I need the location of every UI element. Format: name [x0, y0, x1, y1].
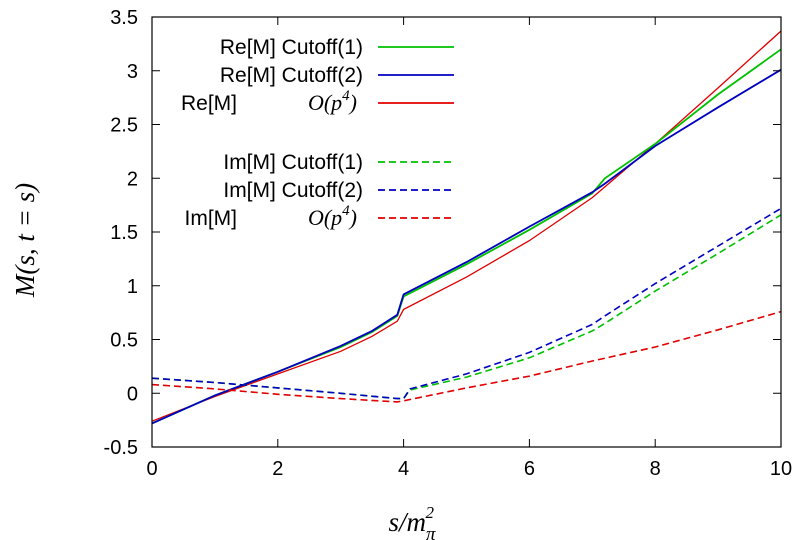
series-line-1: [151, 48, 782, 425]
legend-label: Im[M] Cutoff(2): [223, 179, 363, 202]
y-axis-label: M(s, t = s): [10, 183, 40, 298]
series-line-6: [151, 310, 782, 403]
legend-math: O(p4): [308, 88, 357, 115]
legend-label: Re[M]: [181, 92, 237, 115]
legend-math: O(p4): [308, 203, 357, 230]
y-tick-label: 1.5: [110, 222, 138, 244]
legend-label: Im[M]: [185, 207, 238, 230]
legend-label: Im[M] Cutoff(1): [223, 151, 363, 174]
x-tick-label: 6: [524, 458, 535, 480]
y-tick-label: -0.5: [104, 437, 138, 459]
series-line-2: [151, 68, 782, 425]
x-axis-label: s/mπ2: [388, 503, 436, 540]
y-tick-label: 3: [127, 61, 138, 83]
legend-entry-3: Re[M] O(p4): [181, 88, 454, 115]
y-tick-label: 2: [127, 168, 138, 190]
x-tick-label: 10: [770, 458, 792, 480]
legend-math-close: ): [348, 90, 357, 115]
legend-math-close: ): [348, 205, 357, 230]
legend-math-exp: 4: [342, 203, 350, 219]
legend: Re[M] Cutoff(1)Re[M] Cutoff(2)Re[M] O(p4)…: [181, 36, 454, 230]
legend-entry-6: Im[M] O(p4): [185, 203, 454, 230]
series-layer: [151, 30, 782, 425]
legend-entry-2: Re[M] Cutoff(2): [220, 64, 454, 87]
x-tick-label: 0: [146, 458, 157, 480]
x-tick-label: 2: [272, 458, 283, 480]
legend-entry-4: Im[M] Cutoff(1): [223, 151, 454, 174]
legend-label: Re[M] Cutoff(2): [220, 64, 363, 87]
y-tick-label: 3.5: [110, 7, 138, 29]
x-tick-label: 8: [650, 458, 661, 480]
svg-text:M(s, t = s): M(s, t = s): [10, 183, 40, 298]
svg-text:s/mπ2: s/mπ2: [388, 503, 436, 540]
y-tick-label: 0.5: [110, 330, 138, 352]
ticks-layer: 0 2 4 6 8 10 -0.5 0 0.5 1 1.5 2 2.5 3 3.5: [104, 7, 793, 480]
y-tick-label: 0: [127, 383, 138, 405]
x-tick-label: 4: [398, 458, 409, 480]
series-line-4: [151, 214, 782, 400]
legend-math-exp: 4: [342, 88, 350, 104]
series-line-3: [151, 30, 782, 422]
y-tick-label: 1: [127, 276, 138, 298]
legend-entry-1: Re[M] Cutoff(1): [220, 36, 454, 59]
legend-label: Re[M] Cutoff(1): [220, 36, 363, 59]
legend-math-base: O(p: [308, 90, 342, 115]
y-tick-label: 2.5: [110, 115, 138, 137]
legend-math-base: O(p: [308, 205, 342, 230]
series-line-5: [151, 207, 782, 400]
legend-entry-5: Im[M] Cutoff(2): [223, 179, 454, 202]
